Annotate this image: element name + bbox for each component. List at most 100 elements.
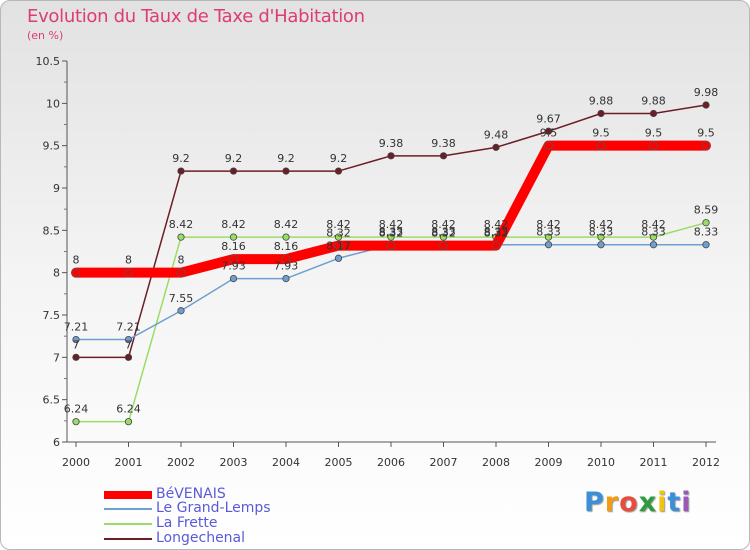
data-point [597, 241, 605, 249]
x-tick-label: 2008 [482, 456, 510, 469]
legend-label: Le Grand-Lemps [156, 500, 271, 516]
data-label: 8.16 [221, 240, 246, 253]
legend-label: Longechenal [156, 530, 246, 546]
data-label: 7.93 [221, 260, 246, 273]
data-label: 6.24 [64, 403, 89, 416]
data-label: 9.5 [645, 127, 663, 140]
logo-letter: i [681, 487, 692, 518]
data-point [596, 141, 606, 151]
data-label: 9.5 [540, 127, 558, 140]
data-point [124, 418, 133, 426]
data-label: 8.16 [274, 240, 299, 253]
data-point [702, 101, 710, 109]
data-point [124, 353, 133, 361]
y-tick-label: 8 [53, 267, 60, 280]
x-tick-label: 2003 [220, 456, 248, 469]
data-label: 8.33 [589, 226, 614, 239]
data-point [439, 241, 448, 250]
y-tick-label: 7 [53, 351, 60, 364]
x-tick-label: 2005 [325, 456, 353, 469]
data-point [282, 233, 290, 241]
data-label: 7 [73, 338, 80, 351]
data-point [282, 167, 290, 175]
data-point [282, 274, 290, 283]
legend-swatch [104, 491, 152, 499]
y-tick-label: 9.5 [43, 140, 61, 153]
data-label: 8.33 [694, 226, 719, 239]
data-point [334, 241, 343, 250]
logo-letter: x [638, 487, 658, 518]
data-label: 8.42 [536, 218, 561, 231]
y-tick-label: 10 [46, 97, 60, 110]
data-label: 9.48 [484, 128, 509, 141]
data-label: 9.88 [589, 94, 614, 107]
data-point [229, 274, 238, 283]
data-label: 8.42 [484, 218, 509, 231]
data-label: 9.5 [697, 127, 715, 140]
data-label: 8 [125, 254, 132, 267]
data-point [702, 219, 710, 227]
data-label: 8.42 [379, 218, 404, 231]
data-label: 9.2 [172, 152, 190, 165]
data-label: 8.17 [326, 239, 351, 252]
series-line [75, 221, 707, 423]
data-label: 8 [178, 254, 185, 267]
x-tick-label: 2012 [692, 456, 720, 469]
data-label: 8.33 [484, 226, 509, 239]
y-tick-label: 9 [53, 182, 60, 195]
data-point [229, 233, 238, 241]
data-label: 8.42 [221, 218, 246, 231]
y-tick-label: 8.5 [43, 224, 61, 237]
legend-swatch [104, 523, 152, 525]
data-point [177, 233, 185, 241]
x-tick-label: 2000 [62, 456, 90, 469]
data-label: 9.38 [379, 137, 404, 150]
data-point [649, 233, 658, 241]
data-label: 8.33 [431, 226, 456, 239]
data-label: 9.38 [431, 137, 456, 150]
data-point [439, 233, 448, 241]
x-tick-label: 2010 [587, 456, 615, 469]
data-point [439, 152, 448, 160]
data-point [334, 233, 343, 241]
data-point [386, 241, 396, 250]
data-label: 7.21 [64, 321, 89, 334]
data-label: 9.67 [536, 112, 561, 125]
y-tick-label: 6 [53, 436, 60, 449]
data-label: 8.42 [274, 218, 299, 231]
x-tick-label: 2009 [535, 456, 563, 469]
y-tick-label: 10.5 [36, 55, 61, 68]
x-tick-label: 2011 [640, 456, 668, 469]
data-label: 8.33 [379, 226, 404, 239]
data-label: 9.98 [694, 86, 719, 99]
data-label: 8.59 [694, 204, 719, 217]
proxiti-logo: Proxiti [584, 487, 692, 518]
y-tick-label: 6.5 [43, 394, 61, 407]
data-label: 8.32 [379, 227, 404, 240]
data-label: 7.93 [274, 260, 299, 273]
chart-title: Evolution du Taux de Taxe d'Habitation [27, 6, 365, 27]
x-tick-label: 2007 [430, 456, 458, 469]
data-point [544, 141, 553, 151]
data-point [597, 109, 605, 118]
data-label: 7.55 [169, 292, 194, 305]
data-label: 8.42 [169, 218, 194, 231]
data-label: 7.21 [116, 321, 141, 334]
data-point [544, 233, 553, 241]
data-label: 8.42 [326, 218, 351, 231]
logo-letter: P [584, 487, 605, 518]
data-point [176, 268, 186, 278]
data-point [387, 152, 395, 160]
data-point [177, 307, 185, 315]
data-label: 9.2 [330, 152, 348, 165]
x-tick-label: 2004 [272, 456, 300, 469]
data-point [177, 167, 185, 175]
legend-swatch [104, 538, 152, 540]
data-label: 8.42 [589, 218, 614, 231]
data-label: 8 [73, 254, 80, 267]
data-point [229, 167, 238, 175]
data-point [701, 141, 711, 151]
data-point [649, 141, 658, 151]
